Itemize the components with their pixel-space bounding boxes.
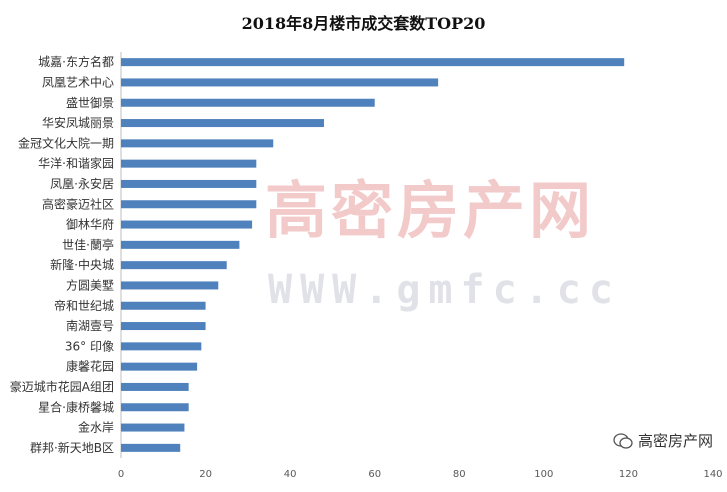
category-label: 高密豪迈社区 bbox=[42, 196, 114, 211]
bar bbox=[121, 403, 189, 412]
category-label: 豪迈城市花园A组团 bbox=[10, 379, 114, 394]
bar bbox=[121, 423, 185, 432]
bar bbox=[121, 362, 198, 371]
bar bbox=[121, 139, 274, 148]
bar bbox=[121, 98, 375, 107]
bar bbox=[121, 58, 625, 67]
category-label: 城嘉·东方名都 bbox=[38, 54, 114, 69]
bar bbox=[121, 301, 206, 310]
x-tick-label: 80 bbox=[453, 469, 466, 480]
category-label: 金水岸 bbox=[78, 420, 114, 435]
x-tick-label: 140 bbox=[703, 469, 722, 480]
bar bbox=[121, 322, 206, 331]
category-label: 世佳·蘭亭 bbox=[62, 237, 114, 252]
bar bbox=[121, 159, 257, 168]
category-label: 群邦·新天地B区 bbox=[30, 440, 114, 455]
x-tick-label: 100 bbox=[534, 469, 553, 480]
bar bbox=[121, 382, 189, 391]
wechat-icon bbox=[613, 433, 633, 449]
bar bbox=[121, 281, 219, 290]
x-tick-label: 20 bbox=[199, 469, 212, 480]
category-label: 帝和世纪城 bbox=[54, 298, 114, 313]
category-label: 新隆·中央城 bbox=[50, 257, 114, 272]
bar bbox=[121, 261, 227, 270]
bar bbox=[121, 119, 324, 128]
category-label: 凤凰艺术中心 bbox=[42, 74, 114, 89]
category-label: 南湖壹号 bbox=[66, 318, 114, 333]
x-tick-label: 0 bbox=[118, 469, 124, 480]
category-label: 华洋·和谐家园 bbox=[38, 156, 114, 171]
footer-text: 高密房产网 bbox=[637, 432, 713, 450]
footer: 高密房产网 bbox=[613, 432, 713, 450]
category-label: 方圆美墅 bbox=[66, 277, 114, 292]
category-label: 盛世御景 bbox=[66, 95, 114, 110]
category-label: 星合·康桥馨城 bbox=[38, 399, 114, 414]
bar bbox=[121, 220, 253, 229]
bar bbox=[121, 342, 202, 351]
category-label: 康馨花园 bbox=[66, 359, 114, 374]
category-label: 御林华府 bbox=[66, 217, 114, 232]
bar bbox=[121, 443, 181, 452]
category-label: 华安凤城丽景 bbox=[42, 115, 114, 130]
category-label: 凤凰·永安居 bbox=[50, 176, 114, 191]
x-tick-label: 120 bbox=[619, 469, 638, 480]
bar bbox=[121, 179, 257, 188]
bar bbox=[121, 78, 439, 87]
category-label: 金冠文化大院一期 bbox=[18, 135, 114, 150]
bar bbox=[121, 240, 240, 249]
x-tick-label: 60 bbox=[368, 469, 381, 480]
x-tick-label: 40 bbox=[284, 469, 297, 480]
chart-title: 2018年8月楼市成交套数TOP20 bbox=[241, 14, 486, 33]
category-label: 36° 印像 bbox=[65, 339, 114, 353]
bar bbox=[121, 200, 257, 209]
